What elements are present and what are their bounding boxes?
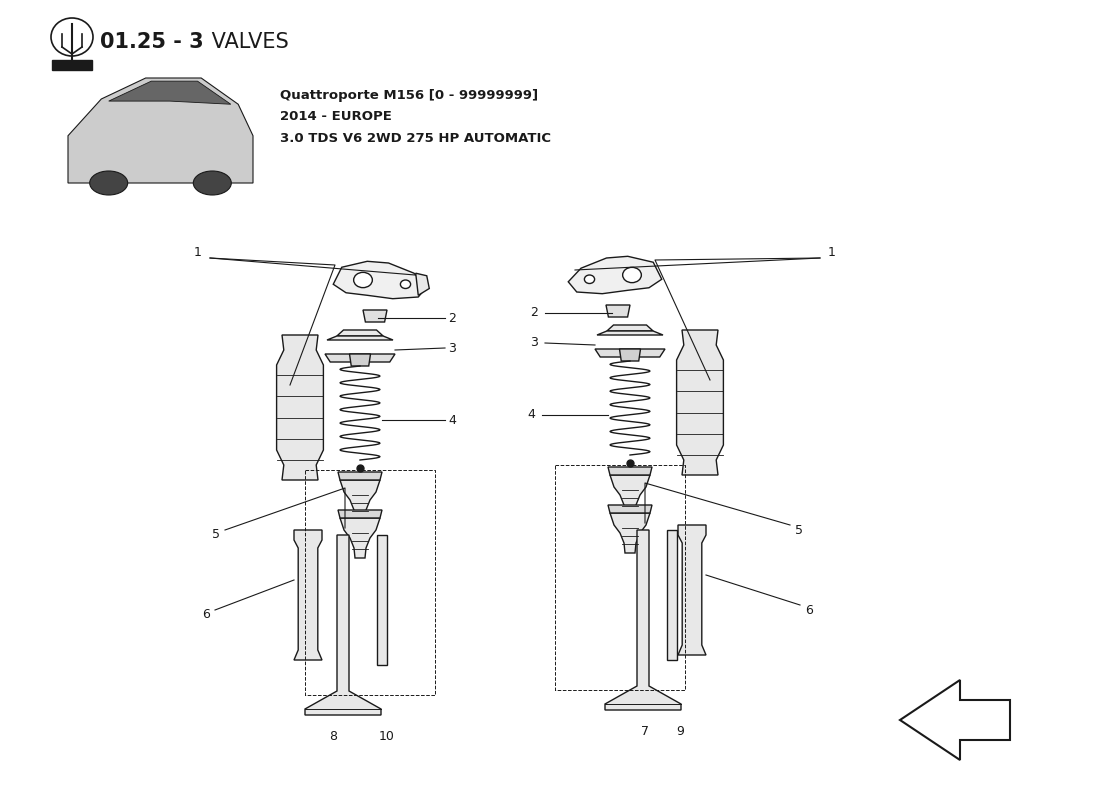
Polygon shape: [608, 467, 652, 475]
Text: 2014 - EUROPE: 2014 - EUROPE: [280, 110, 392, 123]
Polygon shape: [276, 335, 323, 480]
Polygon shape: [363, 310, 387, 322]
Text: 1: 1: [194, 246, 202, 259]
Text: 3.0 TDS V6 2WD 275 HP AUTOMATIC: 3.0 TDS V6 2WD 275 HP AUTOMATIC: [280, 133, 551, 146]
Text: 7: 7: [641, 725, 649, 738]
Text: 2: 2: [448, 311, 455, 325]
Polygon shape: [327, 336, 393, 340]
Polygon shape: [610, 513, 650, 553]
Polygon shape: [608, 505, 652, 513]
Polygon shape: [333, 262, 427, 298]
Polygon shape: [610, 475, 650, 515]
Ellipse shape: [51, 18, 94, 56]
Polygon shape: [68, 78, 253, 183]
Polygon shape: [678, 525, 706, 655]
Polygon shape: [676, 330, 724, 475]
Text: 5: 5: [212, 529, 220, 542]
Polygon shape: [338, 510, 382, 518]
Polygon shape: [416, 274, 429, 295]
Ellipse shape: [353, 272, 372, 288]
Polygon shape: [340, 480, 379, 520]
Polygon shape: [606, 305, 630, 317]
Ellipse shape: [623, 267, 641, 282]
Text: 9: 9: [676, 725, 684, 738]
Text: 5: 5: [795, 523, 803, 537]
Polygon shape: [619, 349, 640, 361]
Bar: [52, 60, 92, 70]
Text: 10: 10: [379, 730, 395, 743]
Polygon shape: [337, 330, 383, 336]
Text: VALVES: VALVES: [205, 32, 288, 52]
Text: 4: 4: [448, 414, 455, 426]
Polygon shape: [305, 535, 381, 715]
Polygon shape: [597, 331, 663, 335]
Text: 1: 1: [828, 246, 836, 259]
Ellipse shape: [584, 275, 595, 283]
Text: 6: 6: [202, 609, 210, 622]
Polygon shape: [294, 530, 322, 660]
Polygon shape: [595, 349, 666, 357]
Polygon shape: [667, 530, 676, 660]
Text: 6: 6: [805, 603, 813, 617]
Ellipse shape: [400, 280, 410, 289]
Text: 8: 8: [329, 730, 337, 743]
Text: 3: 3: [530, 337, 538, 350]
Polygon shape: [350, 354, 371, 366]
Text: Quattroporte M156 [0 - 99999999]: Quattroporte M156 [0 - 99999999]: [280, 89, 538, 102]
Polygon shape: [569, 256, 662, 294]
Polygon shape: [605, 530, 681, 710]
Text: 2: 2: [530, 306, 538, 319]
Polygon shape: [900, 680, 1010, 760]
Polygon shape: [377, 535, 387, 665]
Text: 4: 4: [527, 409, 535, 422]
Polygon shape: [324, 354, 395, 362]
Text: 3: 3: [448, 342, 455, 354]
Ellipse shape: [90, 171, 128, 195]
Polygon shape: [340, 518, 379, 558]
Polygon shape: [109, 81, 231, 104]
Polygon shape: [607, 325, 653, 331]
Ellipse shape: [194, 171, 231, 195]
Text: 01.25 - 3: 01.25 - 3: [100, 32, 204, 52]
Polygon shape: [338, 472, 382, 480]
